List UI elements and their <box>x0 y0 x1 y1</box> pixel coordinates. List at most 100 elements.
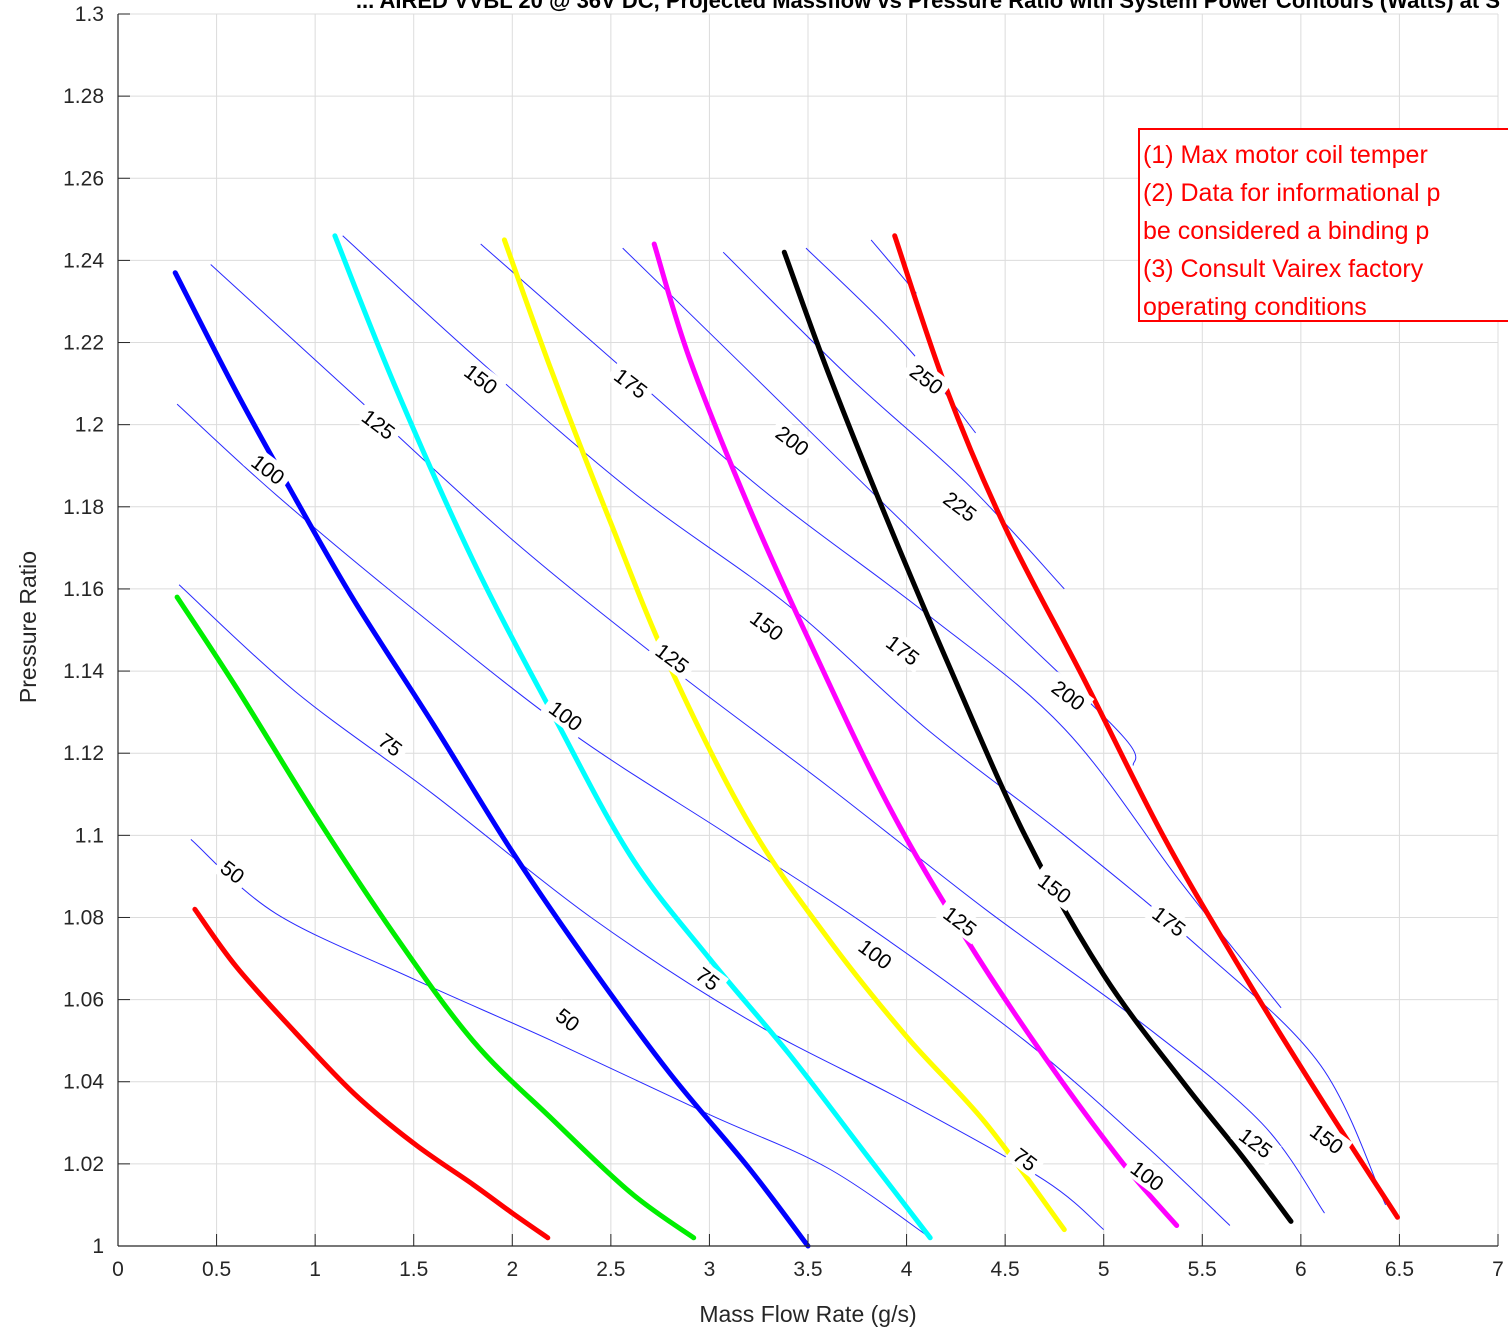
contour-label-background <box>767 416 819 464</box>
contour-label-background <box>647 634 699 682</box>
contour-label: 150 <box>1029 864 1081 912</box>
contour-label-background <box>1122 1151 1174 1199</box>
x-tick-label: 5.5 <box>1188 1258 1217 1281</box>
x-tick-label: 1 <box>309 1258 321 1281</box>
speed-line <box>332 233 933 1241</box>
power-contour-line <box>805 247 976 434</box>
x-tick-label: 7 <box>1492 1258 1504 1281</box>
contour-label-background <box>242 445 294 493</box>
note-line-4: (3) Consult Vairex factory <box>1143 255 1424 283</box>
contour-label: 175 <box>605 359 657 407</box>
x-axis-label: Mass Flow Rate (g/s) <box>699 1301 916 1327</box>
note-line-3: be considered a binding p <box>1143 217 1430 245</box>
x-tick-label: 6 <box>1295 1258 1307 1281</box>
axes: 0 0.5 1 1.5 2 2.5 3 3.5 4 4.5 5 5.5 6 6.5 7 1 1.02 1.04 1.… <box>63 3 1504 1281</box>
x-tick-label: 4 <box>901 1258 913 1281</box>
contour-label: 175 <box>1143 897 1195 945</box>
x-tick-label: 3.5 <box>793 1258 822 1281</box>
power-contour-line <box>480 243 1282 1009</box>
y-tick-label: 1 <box>92 1235 104 1258</box>
contour-label-background <box>934 482 986 530</box>
chart-title: ... AIRED VVBL 20 @ 36V DC, Projected Ma… <box>356 0 1500 13</box>
contour-label: 125 <box>647 634 699 682</box>
contour-label-background <box>1230 1119 1282 1166</box>
note-line-5: operating conditions <box>1143 293 1367 321</box>
y-tick-label: 1.12 <box>63 742 104 765</box>
x-tick-label: 2 <box>506 1258 518 1281</box>
contour-label-background <box>1043 671 1095 719</box>
x-tick-label: 3 <box>704 1258 716 1281</box>
contour-label-background <box>934 897 986 945</box>
y-axis-label: Pressure Ratio <box>15 551 41 703</box>
contour-label: 125 <box>1230 1119 1282 1166</box>
contour-label: 175 <box>877 626 929 674</box>
contour-label: 150 <box>1301 1114 1353 1162</box>
contour-label-background <box>877 626 929 674</box>
y-tick-label: 1.1 <box>75 824 104 847</box>
y-tick-label: 1.14 <box>63 660 104 683</box>
power-contour-line <box>190 839 931 1239</box>
y-tick-label: 1.3 <box>75 3 104 26</box>
contour-label: 75 <box>687 958 729 999</box>
contour-label-background <box>1029 864 1081 912</box>
power-contour-line <box>342 235 1387 1206</box>
x-tick-label: 0 <box>112 1258 124 1281</box>
contour-label: 50 <box>547 999 589 1040</box>
contour-label: 125 <box>353 400 405 448</box>
contour-label-background <box>901 355 953 403</box>
contour-label-background <box>1004 1139 1047 1179</box>
contour-label-background <box>353 400 405 448</box>
contour-label: 125 <box>934 897 986 945</box>
contour-label: 225 <box>934 482 986 530</box>
speed-lines <box>172 233 1400 1249</box>
contour-label-background <box>1143 897 1195 945</box>
contour-label: 250 <box>901 355 953 403</box>
contour-label: 200 <box>1043 671 1095 719</box>
contour-label: 50 <box>212 851 254 892</box>
speed-line <box>174 594 697 1241</box>
x-tick-label: 4.5 <box>991 1258 1020 1281</box>
contour-label: 150 <box>741 601 793 649</box>
note-line-2: (2) Data for informational p <box>1143 179 1441 207</box>
speed-line <box>651 241 1180 1228</box>
y-tick-label: 1.16 <box>63 578 104 601</box>
contour-label: 200 <box>767 416 819 464</box>
contour-label-background <box>369 724 412 765</box>
y-tick-label: 1.26 <box>63 167 104 190</box>
y-tick-label: 1.2 <box>75 414 104 437</box>
contour-label-background <box>605 359 657 407</box>
speed-line <box>892 233 1400 1220</box>
y-tick-label: 1.02 <box>63 1153 104 1176</box>
power-contour-line <box>178 584 1105 1230</box>
power-contours <box>176 235 1387 1239</box>
contour-label: 75 <box>1004 1139 1047 1179</box>
contour-label: 100 <box>850 930 902 978</box>
contour-label: 100 <box>540 691 592 739</box>
y-tick-label: 1.04 <box>63 1071 104 1094</box>
y-tick-label: 1.18 <box>63 496 104 519</box>
power-contour-line <box>210 264 1325 1214</box>
speed-line <box>172 270 811 1249</box>
contour-label: 75 <box>369 724 412 765</box>
x-tick-label: 0.5 <box>202 1258 231 1281</box>
speed-line <box>501 237 1067 1233</box>
power-contour-line <box>622 247 1137 766</box>
power-contour-line <box>722 251 1065 590</box>
contour-label-background <box>741 601 793 649</box>
speed-line <box>781 249 1294 1224</box>
contour-label-background <box>455 355 507 403</box>
y-tick-label: 1.28 <box>63 85 104 108</box>
y-tick-label: 1.22 <box>63 332 104 355</box>
contour-label-background <box>1301 1114 1353 1162</box>
notes-box: (1) Max motor coil temper (2) Data for i… <box>1138 128 1508 322</box>
contour-labels: 50 75 100 125 150 175 200 250 225 150 125 175 200 100… <box>212 355 1353 1199</box>
x-tick-label: 1.5 <box>399 1258 428 1281</box>
contour-label-background <box>212 851 254 892</box>
contour-label-background <box>850 930 902 978</box>
y-tick-label: 1.24 <box>63 249 104 272</box>
x-tick-label: 2.5 <box>596 1258 625 1281</box>
speed-line <box>192 906 551 1241</box>
x-tick-label: 6.5 <box>1385 1258 1414 1281</box>
note-line-1: (1) Max motor coil temper <box>1143 141 1428 169</box>
